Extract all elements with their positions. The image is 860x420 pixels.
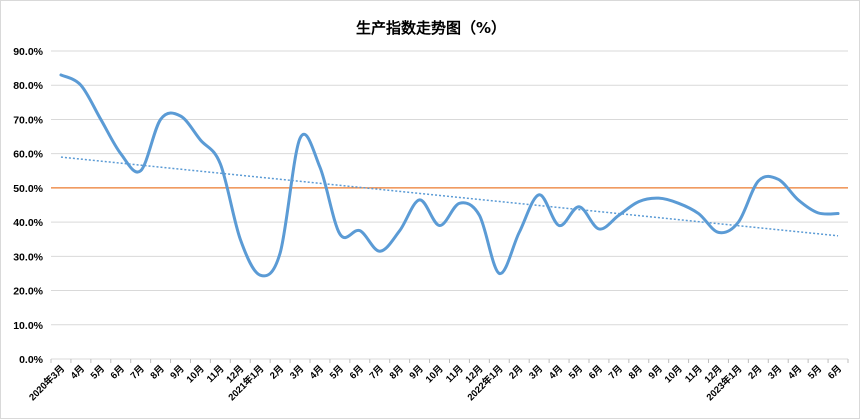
y-tick-label: 20.0% [13,286,43,298]
x-tick-label: 5月 [328,363,346,381]
x-tick-label: 6月 [587,363,605,381]
x-tick-label: 11月 [205,363,227,385]
y-tick-label: 30.0% [13,251,43,263]
y-tick-label: 10.0% [13,320,43,332]
y-axis: 0.0% 10.0% 20.0% 30.0% 40.0% 50.0% 60.0% 70.0% 8… [13,46,43,366]
x-tick-label: 4月 [786,363,804,381]
y-tick-label: 70.0% [13,114,43,126]
y-tick-label: 0.0% [19,354,44,366]
x-tick-label: 7月 [129,363,147,381]
x-tick-label: 3月 [766,363,784,381]
x-tick-label: 7月 [607,363,625,381]
y-tick-label: 40.0% [13,217,43,229]
x-tick-label: 8月 [627,363,645,381]
x-tick-label: 10月 [185,363,207,385]
x-tick-label: 6月 [348,363,366,381]
x-tick-label: 2月 [507,363,525,381]
x-tick-label: 4月 [547,363,565,381]
y-tick-label: 60.0% [13,149,43,161]
x-tick-label: 5月 [806,363,824,381]
y-tick-label: 80.0% [13,80,43,92]
x-tick-label: 2月 [746,363,764,381]
gridlines [51,51,848,359]
x-tick-label: 9月 [647,363,665,381]
x-tick-label: 3月 [288,363,306,381]
series-line [61,75,838,276]
x-tick-label: 10月 [663,363,685,385]
series-layer [61,75,838,276]
x-tick-label: 6月 [826,363,844,381]
chart-title: 生产指数走势图（%） [356,19,506,37]
x-tick-label: 5月 [567,363,585,381]
trendline-layer [61,157,838,236]
x-tick-label: 6月 [109,363,127,381]
x-tick-label: 9月 [168,363,186,381]
x-tick-label: 8月 [148,363,166,381]
x-tick-label: 10月 [424,363,446,385]
x-tick-label: 9月 [407,363,425,381]
x-tick-label: 2020年3月 [26,363,67,404]
x-tick-label: 11月 [683,363,705,385]
x-tick-label: 4月 [308,363,326,381]
x-tick-label: 5月 [89,363,107,381]
y-tick-label: 90.0% [13,46,43,58]
x-tick-label: 2月 [268,363,286,381]
x-tick-label: 4月 [69,363,87,381]
x-tick-label: 3月 [527,363,545,381]
x-tick-label: 8月 [388,363,406,381]
x-tick-label: 7月 [368,363,386,381]
x-tick-label: 11月 [444,363,466,385]
y-tick-label: 50.0% [13,183,43,195]
trendline [61,157,838,236]
